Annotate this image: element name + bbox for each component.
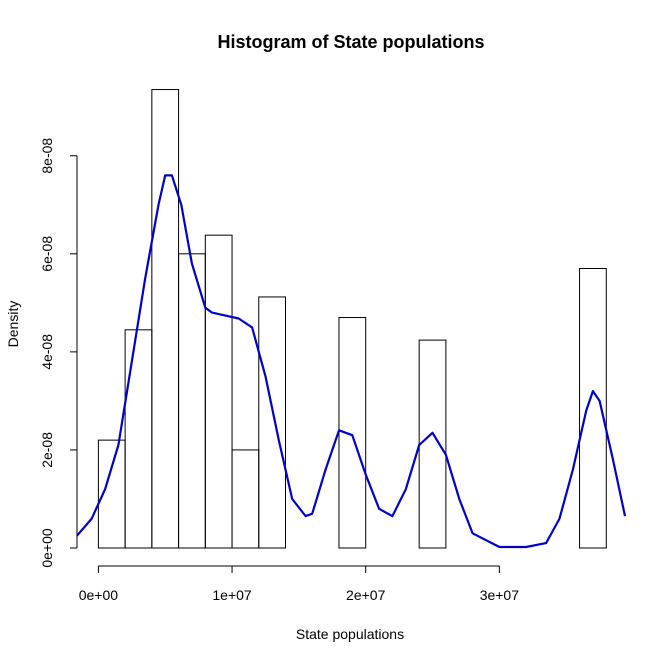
histogram-bar [258, 296, 287, 549]
y-axis: 0e+00 2e-08 4e-08 6e-08 8e-08 [39, 138, 78, 568]
y-tick-label: 4e-08 [39, 334, 55, 370]
histogram-bar [579, 268, 607, 549]
y-axis-label: Density [5, 301, 21, 348]
y-tick-label: 0e+00 [39, 528, 55, 568]
x-axis: 0e+00 1e+07 2e+07 3e+07 [79, 565, 520, 603]
x-tick-label: 3e+07 [480, 587, 520, 603]
y-tick-label: 6e-08 [39, 236, 55, 272]
x-axis-label: State populations [296, 626, 404, 642]
histogram-bar [418, 339, 447, 549]
x-tick-label: 0e+00 [79, 587, 119, 603]
x-tick-label: 2e+07 [346, 587, 386, 603]
x-tick-label: 1e+07 [212, 587, 252, 603]
chart-title: Histogram of State populations [217, 32, 484, 52]
histogram-bar [124, 329, 153, 549]
histogram-bar [151, 89, 180, 549]
histogram-bars [97, 89, 607, 549]
density-curve [76, 174, 627, 549]
histogram-bar [231, 449, 260, 549]
y-tick-label: 2e-08 [39, 432, 55, 468]
histogram-bar [204, 234, 233, 549]
y-tick-label: 8e-08 [39, 138, 55, 174]
